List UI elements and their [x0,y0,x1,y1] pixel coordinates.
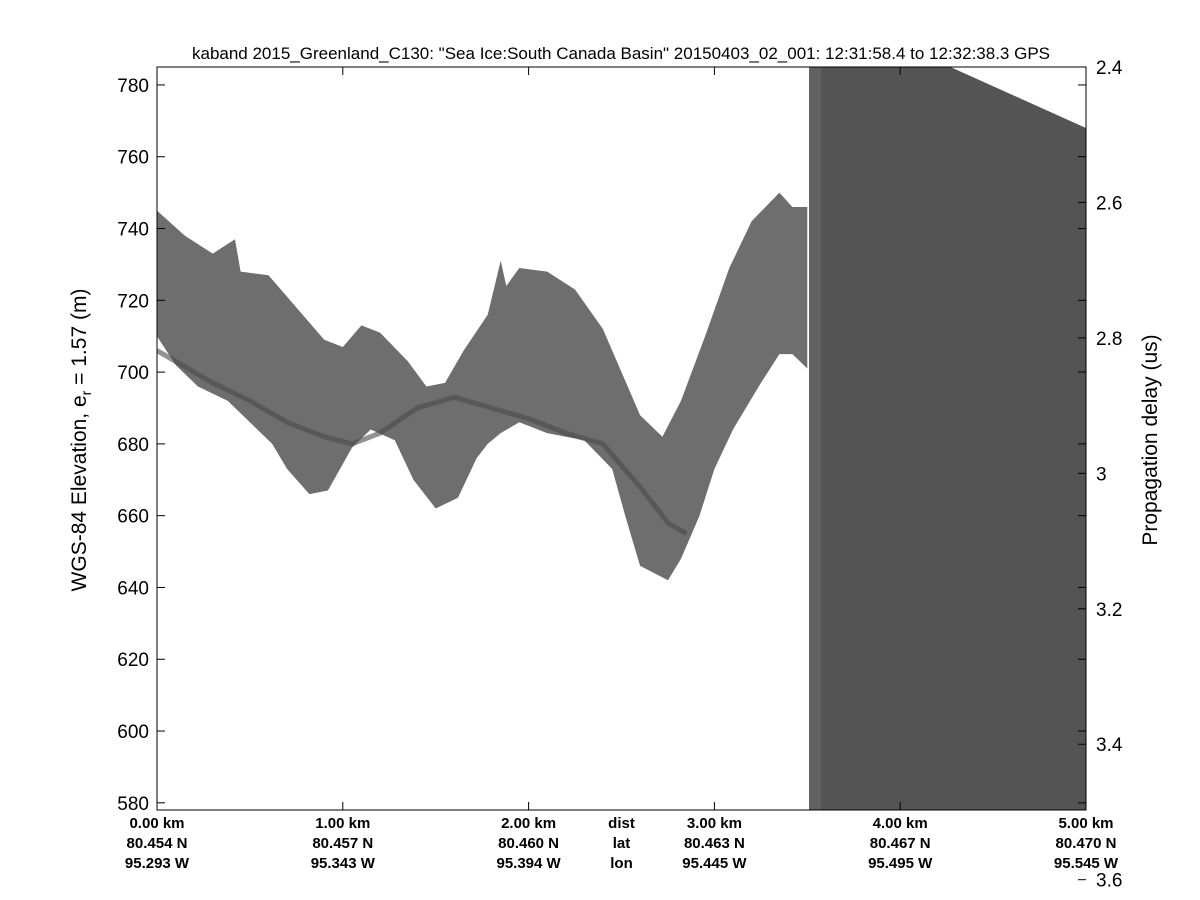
left-tick-label: 760 [117,148,149,169]
left-tick-label: 720 [117,291,149,312]
plot-frame [156,66,1087,811]
x-tick-distance-label: 5.00 km [1058,815,1113,832]
left-tick-label: 620 [117,650,149,671]
distance-axis: 0.00 km 80.454 N 95.293 W 1.00 km 80.457 N 95… [125,67,1119,872]
left-tick-label: 680 [117,435,149,456]
left-tick-label: 660 [117,507,149,528]
x-tick-longitude-label: 95.445 W [682,855,747,872]
x-tick-longitude-label: 95.394 W [496,855,561,872]
x-tick-distance-label: 2.00 km [501,815,556,832]
x-tick-latitude-label: 80.463 N [684,835,745,852]
right-tick-label: 3.2 [1096,600,1122,621]
x-row-label-longitude: lon [610,855,633,872]
right-tick-label: 2.6 [1096,193,1122,214]
right-tick-label: 3 [1096,464,1107,485]
x-tick-distance-label: 1.00 km [315,815,370,832]
left-tick-label: 700 [117,363,149,384]
x-tick-latitude-label: 80.454 N [127,835,188,852]
x-tick-distance-label: 3.00 km [687,815,742,832]
plot-area [157,67,1086,810]
surface-echo-band [157,192,808,581]
right-tick-label: 2.8 [1096,329,1122,350]
x-tick-longitude-label: 95.545 W [1054,855,1119,872]
x-tick-distance-label: 0.00 km [129,815,184,832]
left-elevation-axis: 580 600 620 640 660 680 700 720 740 760 780 [117,76,1086,815]
left-axis-label-main: WGS-84 Elevation, e [68,395,91,591]
x-tick-longitude-label: 95.343 W [311,855,376,872]
x-tick-distance-label: 4.00 km [873,815,928,832]
x-tick-longitude-label: 95.495 W [868,855,933,872]
x-row-label-latitude: lat [613,835,631,852]
left-axis-label-subscript: r [78,390,94,395]
x-tick-latitude-label: 80.457 N [312,835,373,852]
left-tick-label: 600 [117,722,149,743]
right-axis-label: Propagation delay (us) [1139,334,1162,545]
right-tick-label: 3.4 [1096,735,1123,756]
dark-radar-region [809,67,1086,810]
left-axis-label: WGS-84 Elevation, er = 1.57 (m) [68,289,94,592]
x-row-label-distance: dist [608,815,635,832]
left-axis-label-tail: = 1.57 (m) [68,289,91,391]
left-tick-label: 640 [117,578,149,599]
right-tick-label: 3.6 [1096,871,1122,892]
right-tick-label: 2.4 [1096,58,1123,79]
left-tick-label: 780 [117,76,149,97]
left-tick-label: 580 [117,794,149,815]
x-tick-latitude-label: 80.460 N [498,835,559,852]
x-tick-latitude-label: 80.467 N [870,835,931,852]
chart-title: kaband 2015_Greenland_C130: "Sea Ice:Sou… [192,44,1050,63]
right-delay-axis: 2.4 2.6 2.8 3 3.2 3.4 3.6 [1078,58,1123,892]
left-tick-label: 740 [117,220,149,241]
surface-echo-dark-line [157,348,688,536]
x-tick-longitude-label: 95.293 W [125,855,190,872]
x-tick-latitude-label: 80.470 N [1056,835,1117,852]
